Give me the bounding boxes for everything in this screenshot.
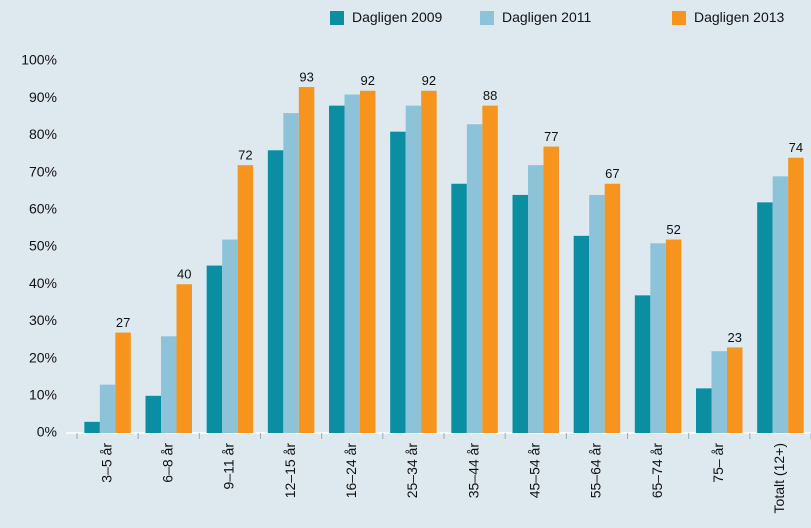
legend-label: Dagligen 2013	[694, 9, 785, 25]
x-tick-label: 35–44 år	[465, 443, 481, 499]
x-tick-label: 55–64 år	[588, 443, 604, 499]
x-tick-label: 3–5 år	[98, 443, 114, 483]
bar	[99, 384, 116, 433]
legend-swatch	[480, 11, 494, 25]
y-tick-label: 60%	[29, 201, 57, 217]
bar	[161, 336, 177, 433]
legend-swatch	[330, 11, 344, 25]
bar	[757, 202, 773, 433]
bar	[283, 113, 299, 433]
bar	[298, 87, 315, 433]
bar	[696, 388, 712, 433]
value-label: 67	[605, 166, 619, 181]
bar	[711, 351, 727, 433]
x-tick-label: 16–24 år	[343, 443, 359, 499]
bar	[390, 131, 406, 433]
bar	[466, 124, 483, 434]
bar	[788, 157, 804, 433]
bar	[145, 395, 161, 433]
bar	[573, 235, 590, 433]
bar	[222, 239, 238, 433]
bar	[634, 295, 651, 433]
value-label: 92	[422, 73, 436, 88]
value-label: 88	[483, 88, 497, 103]
y-tick-label: 80%	[29, 126, 57, 142]
y-tick-label: 100%	[21, 52, 57, 68]
bar	[604, 183, 621, 433]
y-tick-label: 70%	[29, 163, 57, 179]
value-label: 92	[361, 73, 375, 88]
bar	[360, 90, 376, 433]
bar	[482, 105, 498, 433]
bar	[451, 183, 467, 433]
y-tick-label: 10%	[29, 387, 57, 403]
x-tick-label: 6–8 år	[159, 443, 175, 483]
bar	[405, 105, 422, 433]
x-tick-label: 45–54 år	[526, 443, 542, 499]
legend-swatch	[672, 11, 686, 25]
bar	[329, 105, 345, 433]
bar	[84, 421, 100, 433]
value-label: 74	[789, 140, 803, 155]
y-tick-label: 0%	[37, 424, 57, 440]
bar	[267, 150, 284, 433]
value-label: 40	[177, 267, 191, 282]
bar	[727, 347, 743, 433]
y-tick-label: 90%	[29, 89, 57, 105]
bar	[528, 165, 544, 433]
bar	[650, 243, 666, 433]
value-label: 27	[116, 315, 130, 330]
x-tick-label: 12–15 år	[282, 443, 298, 499]
x-tick-label: 75– år	[710, 443, 726, 483]
value-label: 77	[544, 129, 558, 144]
x-tick-label: Totalt (12+)	[771, 443, 787, 513]
value-label: 93	[299, 69, 313, 84]
bar	[344, 94, 360, 433]
legend-label: Dagligen 2011	[502, 9, 591, 25]
bar	[176, 284, 192, 433]
y-tick-label: 20%	[29, 349, 57, 365]
bar	[772, 176, 789, 433]
bar	[543, 146, 559, 433]
bar	[237, 165, 254, 433]
value-label: 72	[238, 148, 252, 163]
value-label: 23	[728, 330, 742, 345]
x-tick-label: 25–34 år	[404, 443, 420, 499]
value-label: 52	[666, 222, 680, 237]
bar	[421, 90, 437, 433]
legend-label: Dagligen 2009	[352, 9, 443, 25]
bar	[589, 194, 605, 433]
bar	[665, 239, 682, 433]
x-tick-label: 65–74 år	[649, 443, 665, 499]
bar	[512, 194, 528, 433]
y-tick-label: 30%	[29, 312, 57, 328]
bar	[115, 332, 131, 433]
x-tick-label: 9–11 år	[221, 443, 237, 490]
bar	[206, 265, 223, 433]
y-tick-label: 40%	[29, 275, 57, 291]
y-tick-label: 50%	[29, 238, 57, 254]
